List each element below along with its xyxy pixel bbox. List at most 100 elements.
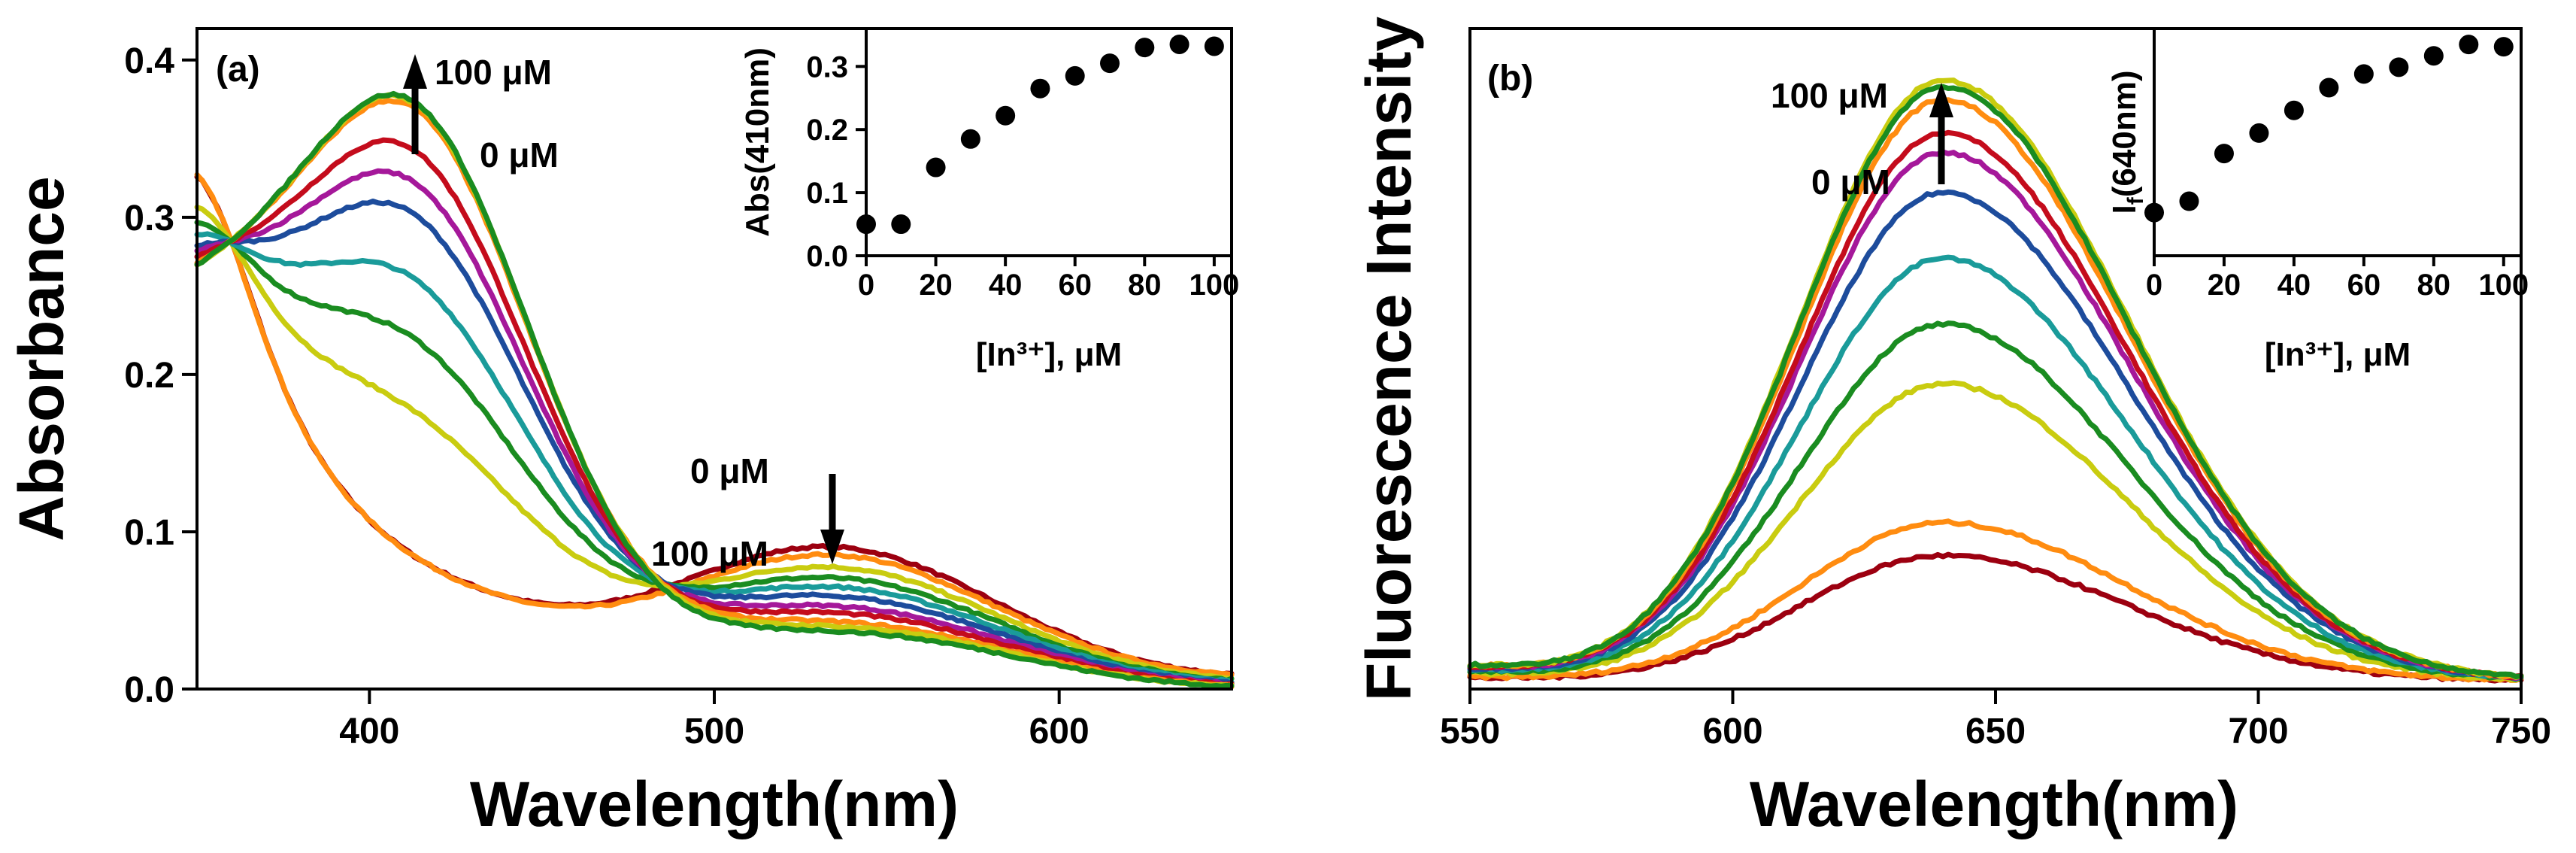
- panel-a-y-tick-label: 0.1: [124, 513, 174, 553]
- panel-a-inset-point: [891, 214, 911, 235]
- panel-a-x-tick-label: 600: [1029, 712, 1089, 751]
- panel-b-inset: 0 20 40 60 80 100 [In³⁺], μM If(640nm): [2106, 27, 2529, 373]
- panel-b-inset-point: [2459, 35, 2479, 55]
- panel-a-inset-point: [1204, 36, 1224, 56]
- panel-a-y-tick-label: 0.0: [124, 670, 174, 710]
- panel-b-inset-x-tick-label: 80: [2417, 269, 2451, 302]
- panel-b-x-tick-label: 550: [1440, 712, 1500, 751]
- panel-b-series-line: [1467, 380, 2524, 683]
- panel-b: 550 600 650 700 750 (b) Wavelength(nm) Fluor…: [1353, 17, 2551, 839]
- panel-a-inset-points: [856, 34, 1224, 235]
- panel-b-label: (b): [1487, 59, 1533, 99]
- panel-a-inset-point: [960, 129, 980, 149]
- panel-b-inset-x-tick-label: 60: [2347, 269, 2381, 302]
- panel-a-inset-x-tick-label: 0: [858, 269, 874, 302]
- panel-a-inset-x-tick-label: 80: [1128, 269, 1162, 302]
- panel-a-x-tick-label: 400: [339, 712, 399, 751]
- panel-a-series-line: [194, 137, 1235, 688]
- panel-b-inset-point: [2284, 100, 2304, 120]
- panel-a-series-line: [194, 220, 1235, 684]
- panel-a-inset-x-tick-label: 100: [1189, 269, 1239, 302]
- panel-b-inset-point: [2214, 144, 2234, 164]
- panel-a-x-axis-title: Wavelength(nm): [470, 769, 959, 839]
- panel-a-down-arrow-top-label: 0 μM: [690, 451, 769, 490]
- panel-b-up-arrow-head: [1929, 83, 1953, 117]
- panel-a-series-line: [194, 204, 1235, 682]
- panel-b-inset-point: [2423, 46, 2444, 66]
- panel-a-curves: [194, 90, 1235, 690]
- panel-b-inset-x-title: [In³⁺], μM: [2265, 336, 2411, 373]
- panel-b-curves: [1467, 77, 2524, 684]
- panel-a-series-line: [194, 231, 1235, 685]
- panel-b-inset-points: [2144, 35, 2514, 223]
- panel-a-inset-point: [996, 105, 1016, 126]
- panel-a-y-axis-title: Absorbance: [6, 176, 77, 541]
- panel-a-inset-y-tick-label: 0.2: [806, 114, 848, 147]
- panel-a-inset-y-tick-label: 0.3: [806, 50, 848, 83]
- panel-b-inset-y-title-sub: f: [2123, 196, 2148, 205]
- panel-b-inset-point: [2249, 123, 2269, 143]
- panel-a-series-line: [194, 172, 1235, 678]
- panel-a-down-arrow-bottom-label: 100 μM: [651, 534, 768, 573]
- panel-a-inset-point: [1100, 53, 1120, 74]
- panel-a-up-arrow-top-label: 100 μM: [435, 53, 552, 92]
- panel-b-inset-x-tick-label: 0: [2146, 269, 2162, 302]
- panel-b-series-line: [1467, 320, 2524, 682]
- panel-a-inset: 0 20 40 60 80 100 0.0 0.1 0.2 0.3 [In³⁺], μM Abs(…: [739, 27, 1239, 373]
- panel-b-inset-background: [2154, 29, 2521, 256]
- panel-b-series-line: [1467, 83, 2524, 679]
- panel-b-x-tick-label: 700: [2228, 712, 2288, 751]
- panel-b-inset-x-tick-label: 40: [2277, 269, 2311, 302]
- panel-a-inset-point: [1169, 34, 1190, 54]
- panel-a-inset-x-tick-label: 20: [919, 269, 953, 302]
- panel-a-inset-point: [1065, 65, 1085, 86]
- panel-a-y-tick-label: 0.4: [124, 41, 174, 81]
- panel-b-x-tick-label: 650: [1965, 712, 2026, 751]
- panel-a-inset-axes: 0 20 40 60 80 100 0.0 0.1 0.2 0.3: [806, 50, 1239, 302]
- panel-a-label: (a): [216, 50, 260, 90]
- panel-a-up-arrow-head: [403, 54, 427, 89]
- panel-b-up-arrow-top-label: 100 μM: [1771, 76, 1888, 115]
- panel-a-inset-point: [1135, 38, 1155, 58]
- panel-a-y-tick-label: 0.2: [124, 356, 174, 396]
- panel-a-down-arrow-head: [820, 530, 844, 564]
- panel-a-inset-x-title: [In³⁺], μM: [976, 336, 1122, 373]
- panel-b-axes: 550 600 650 700 750: [1440, 689, 2551, 751]
- panel-a-up-arrow-bottom-label: 0 μM: [480, 135, 559, 175]
- panel-b-inset-axes: 0 20 40 60 80 100: [2146, 256, 2529, 302]
- panel-a-x-tick-label: 500: [684, 712, 744, 751]
- panel-a-series-line: [194, 168, 1235, 688]
- panel-b-inset-point: [2353, 64, 2374, 84]
- panel-b-y-axis-title: Fluorescence Intensity: [1353, 17, 1424, 702]
- panel-b-inset-y-title: If(640nm): [2106, 71, 2148, 214]
- panel-b-inset-point: [2389, 57, 2409, 77]
- panel-a-inset-x-tick-label: 60: [1058, 269, 1092, 302]
- panel-a-y-tick-label: 0.3: [124, 199, 174, 238]
- panel-a-inset-point: [1030, 78, 1050, 99]
- panel-b-up-arrow-bottom-label: 0 μM: [1811, 162, 1890, 202]
- panel-a-inset-x-tick-label: 40: [989, 269, 1023, 302]
- panel-a-inset-background: [866, 29, 1232, 256]
- panel-b-series-line: [1467, 254, 2524, 682]
- panel-a-inset-frame: [865, 27, 1233, 257]
- panel-b-inset-point: [2179, 191, 2199, 211]
- panel-b-x-axis-title: Wavelength(nm): [1750, 769, 2238, 839]
- panel-b-series-line: [1467, 518, 2524, 683]
- panel-a-inset-y-title: Abs(410nm): [739, 47, 776, 237]
- panel-b-inset-x-tick-label: 100: [2478, 269, 2529, 302]
- panel-b-inset-y-title-rest: (640nm): [2106, 71, 2143, 198]
- panel-a-series-line: [194, 90, 1235, 689]
- panel-b-inset-frame: [2153, 27, 2523, 257]
- panel-a-inset-point: [926, 157, 946, 178]
- panel-a-inset-y-tick-label: 0.1: [806, 177, 848, 210]
- panel-b-x-tick-label: 600: [1702, 712, 1762, 751]
- panel-b-x-tick-label: 750: [2491, 712, 2551, 751]
- panel-b-inset-point: [2319, 77, 2339, 98]
- panel-a-inset-y-tick-label: 0.0: [806, 240, 848, 273]
- panel-b-inset-point: [2493, 37, 2514, 57]
- panel-b-inset-x-tick-label: 20: [2208, 269, 2241, 302]
- panel-b-inset-y-title-main: I: [2106, 205, 2143, 214]
